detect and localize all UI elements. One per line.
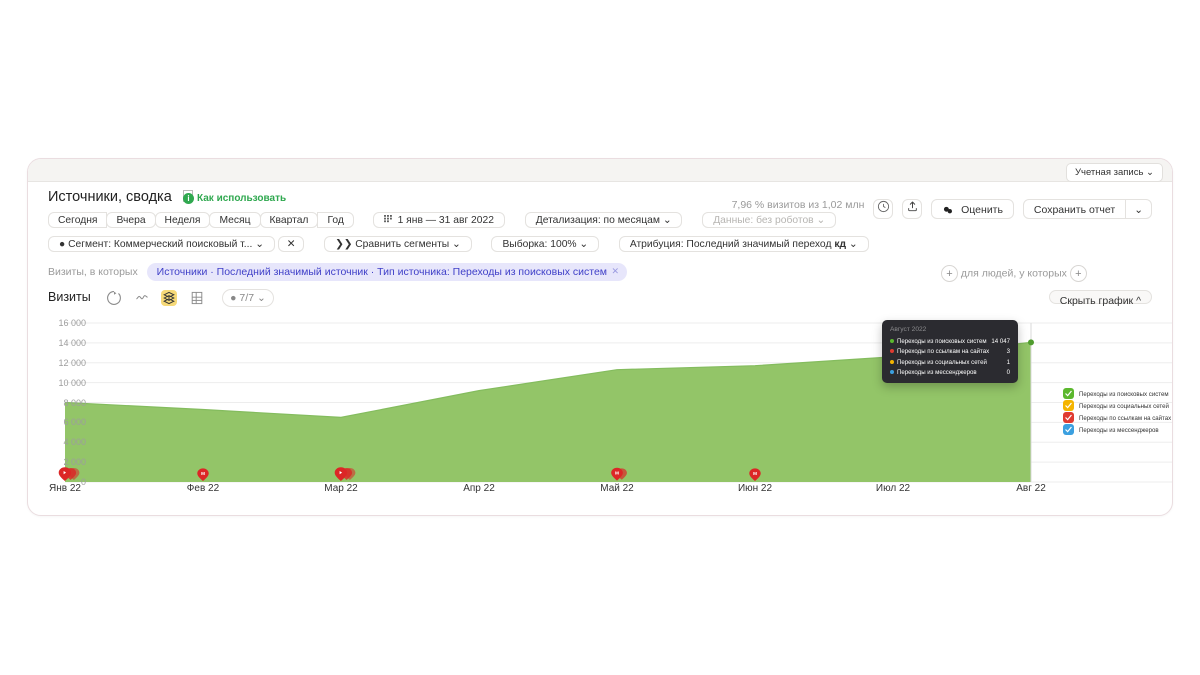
svg-text:M: M: [615, 471, 619, 477]
svg-text:M: M: [753, 471, 757, 476]
svg-text:M: M: [201, 471, 205, 476]
